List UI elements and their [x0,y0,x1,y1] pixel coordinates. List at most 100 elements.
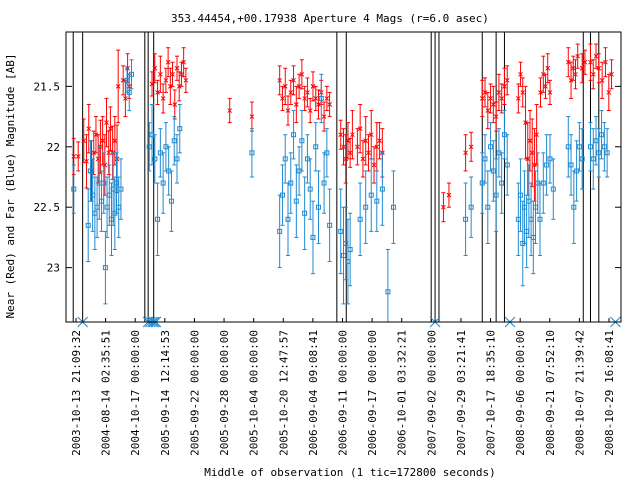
data-point-near [525,156,531,162]
data-point-far [544,162,550,168]
data-point-near [71,154,77,159]
data-point-far [277,228,283,234]
data-point-near [588,59,593,65]
data-point-near [343,156,349,162]
data-point-near [327,102,332,107]
data-point-near [183,77,189,83]
data-point-near [515,96,521,101]
data-point-near [316,102,321,107]
data-point-near [179,71,184,77]
data-point-far [249,150,255,156]
plot-frame [65,31,622,323]
data-point-near [534,132,539,138]
data-point-far [282,156,288,162]
data-point-near [496,90,502,95]
data-point-near [499,96,505,101]
x-tick-label: 2007-09-02 00:00:00 [425,330,438,456]
data-point-far [593,138,599,144]
data-point-near [504,77,510,83]
data-point-far [168,198,174,204]
data-point-near [606,90,612,95]
data-point-far [550,186,556,192]
data-point-near [285,108,291,113]
data-point-far [463,216,469,222]
data-point-far [324,150,330,156]
data-point-near [299,71,305,77]
data-point-far [313,144,319,150]
data-point-near [249,114,255,119]
data-point-near [338,132,344,138]
x-tick-label: 2008-10-07 21:39:42 [573,330,586,456]
x-tick-label: 2006-09-04 09:08:41 [307,330,320,456]
data-point-far [565,144,571,150]
y-tick-label: 23 [47,262,60,275]
x-tick-label: 2008-09-06 00:00:00 [514,330,527,456]
data-point-near [532,162,537,168]
data-point-near [446,192,452,198]
data-point-near [324,96,330,101]
data-point-near [120,77,126,83]
data-point-near [106,150,112,156]
data-point-near [345,138,351,144]
data-point-near [282,84,288,89]
data-point-near [565,59,571,65]
data-point-near [176,84,182,89]
data-point-near [123,96,128,101]
data-point-far [155,216,161,222]
data-point-near [307,108,313,113]
x-tick-label: 2007-10-17 18:35:10 [485,330,498,456]
data-point-far [485,204,491,210]
data-point-near [288,90,294,95]
data-point-far [357,216,363,222]
data-point-far [490,168,496,174]
data-point-far [601,144,607,150]
data-point-near [100,138,105,144]
data-point-near [104,120,109,125]
data-point-far [307,186,313,192]
data-point-far [71,186,77,192]
data-point-far [338,228,344,234]
data-point-far [302,210,308,216]
data-point-far [85,222,91,228]
data-point-near [291,77,296,83]
data-point-far [493,192,499,198]
data-point-far [118,186,124,192]
x-tick-label: 2007-09-29 03:21:41 [455,330,468,456]
data-point-near [441,204,446,210]
data-point-near [84,158,89,164]
data-point-near [305,90,310,95]
data-point-near [363,138,369,144]
data-point-near [527,138,533,144]
data-point-far [327,222,333,228]
data-point-far [299,138,305,144]
data-point-far [576,144,582,150]
data-point-near [170,71,175,77]
data-point-near [609,71,614,77]
data-point-far [374,198,380,204]
plot-layer: 21.5 22 22.5 23 2003-10-13 21:09:32 2004-08-1… [34,32,622,456]
data-point-near [157,71,163,77]
data-point-near [488,96,493,101]
data-point-near [347,150,353,156]
data-point-far [288,180,294,186]
data-point-near [313,96,319,101]
data-point-near [482,90,488,95]
data-point-near [529,150,535,156]
x-tick-label: 2008-09-21 07:52:10 [544,330,557,456]
data-point-near [91,150,97,156]
x-tick-label: 2005-09-14 12:14:53 [159,330,172,456]
data-point-far [291,132,297,138]
data-point-near [543,84,548,89]
y-tick-label: 22 [47,141,60,154]
data-point-near [502,84,507,89]
data-point-near [75,154,81,159]
data-point-near [293,102,299,107]
data-point-far [321,180,327,186]
data-point-near [538,90,543,95]
data-point-near [155,90,160,95]
x-axis-label: Middle of observation (1 tic=172800 seco… [204,466,495,479]
data-point-near [350,132,355,138]
data-point-far [310,234,316,240]
data-point-far [518,192,524,198]
data-point-near [321,114,327,119]
